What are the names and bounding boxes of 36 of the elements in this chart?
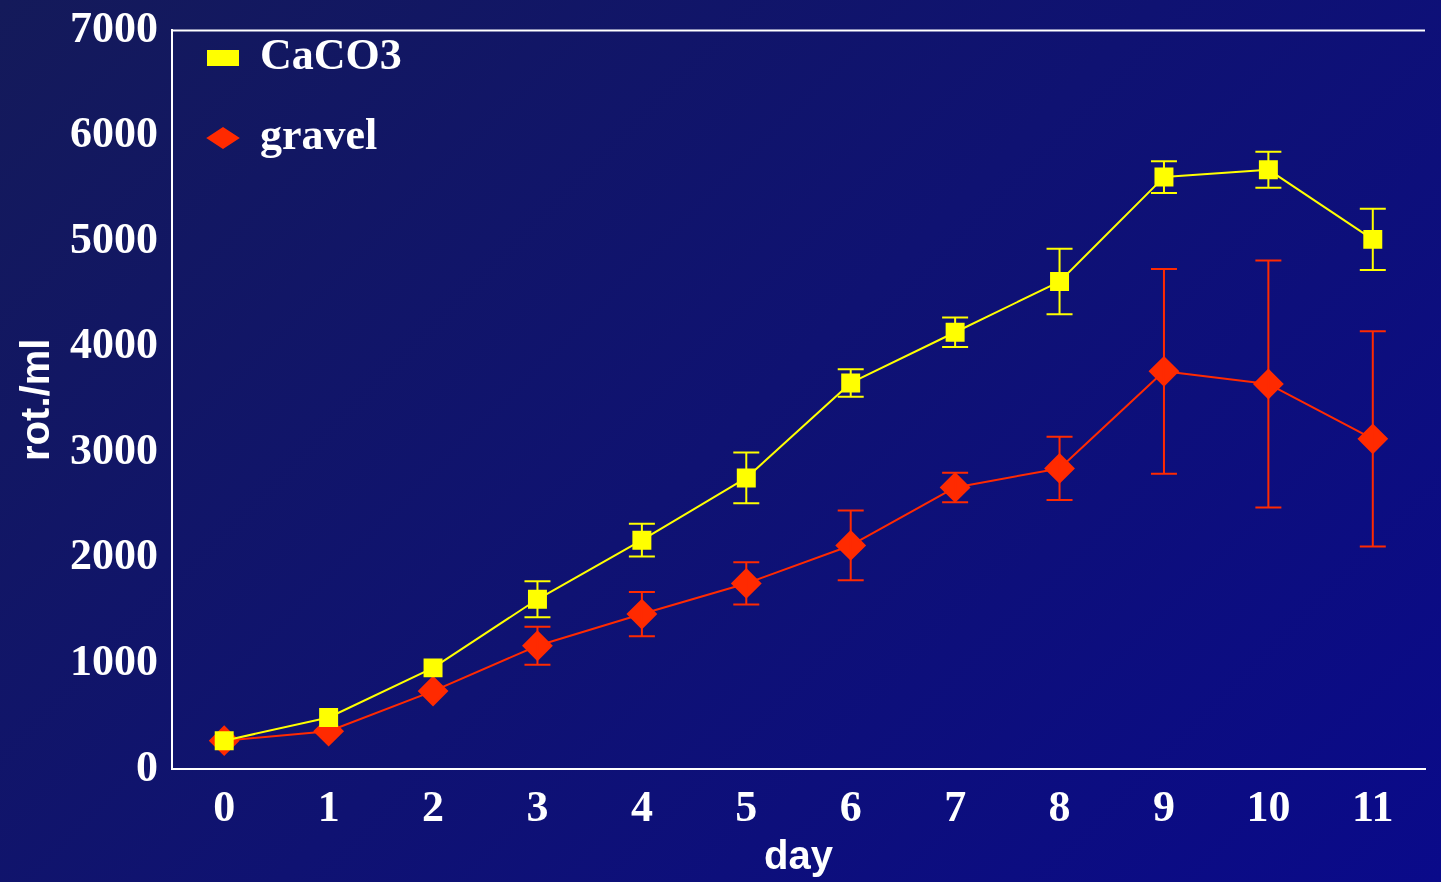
x-tick-label: 3 [526, 781, 549, 831]
y-tick-label: 6000 [70, 108, 158, 158]
point [945, 322, 965, 342]
point [1363, 229, 1383, 249]
y-tick-label: 4000 [70, 319, 158, 369]
x-tick-label: 8 [1048, 781, 1071, 831]
point [1154, 167, 1174, 187]
point [319, 708, 339, 727]
point [1050, 272, 1070, 292]
point [423, 658, 443, 678]
point [418, 676, 449, 707]
x-tick-label: 11 [1352, 781, 1394, 831]
point [527, 589, 547, 609]
y-tick-label: 7000 [70, 2, 158, 52]
x-tick-label: 10 [1246, 781, 1291, 831]
x-tick-label: 7 [944, 781, 967, 831]
y-tick-label: 2000 [70, 530, 158, 580]
x-tick-label: 2 [422, 781, 445, 831]
y-tick-label: 5000 [70, 213, 158, 263]
legend-label: CaCO3 [260, 30, 402, 80]
x-tick-label: 9 [1152, 781, 1175, 831]
y-tick-label: 1000 [70, 636, 158, 686]
point [632, 530, 652, 550]
x-tick-label: 0 [213, 781, 236, 831]
x-tick-label: 6 [839, 781, 862, 831]
x-tick-label: 1 [317, 781, 340, 831]
y-axis-title: rot./ml [13, 338, 58, 461]
x-tick-label: 5 [735, 781, 758, 831]
y-tick-label: 3000 [70, 424, 158, 474]
x-tick-label: 4 [630, 781, 653, 831]
point [736, 468, 756, 488]
x-axis-title: day [764, 833, 834, 878]
y-tick-label: 0 [136, 741, 158, 791]
point [1258, 160, 1278, 180]
legend-label: gravel [260, 110, 378, 160]
point [841, 373, 861, 393]
